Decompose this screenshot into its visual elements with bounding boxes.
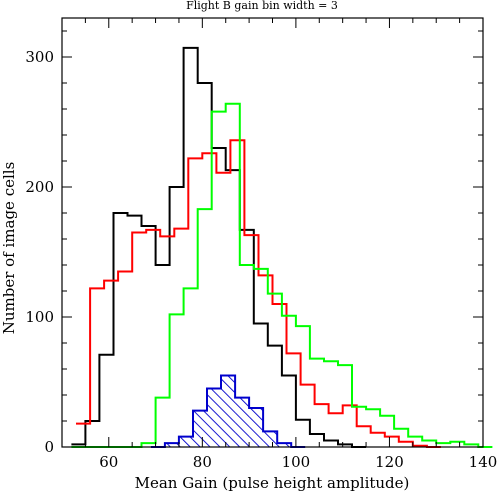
y-tick-label: 0 [44, 438, 54, 456]
series-4 [150, 374, 306, 448]
x-tick-label: 60 [99, 453, 118, 471]
hatch-bar [178, 436, 193, 447]
x-tick-label: 100 [282, 453, 311, 471]
x-tick-label: 80 [193, 453, 212, 471]
y-tick-label: 100 [25, 308, 54, 326]
hatch-bar [192, 410, 208, 447]
hatch-bar [277, 443, 292, 447]
chart-title: Flight B gain bin width = 3 [186, 0, 338, 12]
hatch-bar [249, 408, 264, 447]
x-axis-label: Mean Gain (pulse height amplitude) [135, 474, 410, 492]
series-1 [71, 46, 367, 448]
series-line [71, 102, 493, 448]
series-line [76, 139, 441, 448]
x-tick-label: 140 [469, 453, 497, 471]
axes-layer: 60 80 100 120 140 0 100 200 300 [25, 17, 497, 471]
y-axis-label: Number of image cells [0, 162, 18, 335]
y-tick-label: 200 [25, 178, 54, 196]
hatch-bar [207, 388, 222, 447]
y-tick-label: 300 [25, 48, 54, 66]
series-2 [76, 139, 441, 448]
series-3 [71, 102, 493, 448]
series-line [150, 374, 306, 448]
hatch-bar [221, 375, 236, 447]
hatch-bar [263, 431, 278, 447]
series-line [71, 46, 367, 448]
hatch-bar [164, 443, 179, 447]
x-tick-label: 120 [375, 453, 404, 471]
series-layer [71, 46, 493, 448]
plot-frame [61, 17, 484, 448]
hatch-bar [235, 397, 250, 447]
